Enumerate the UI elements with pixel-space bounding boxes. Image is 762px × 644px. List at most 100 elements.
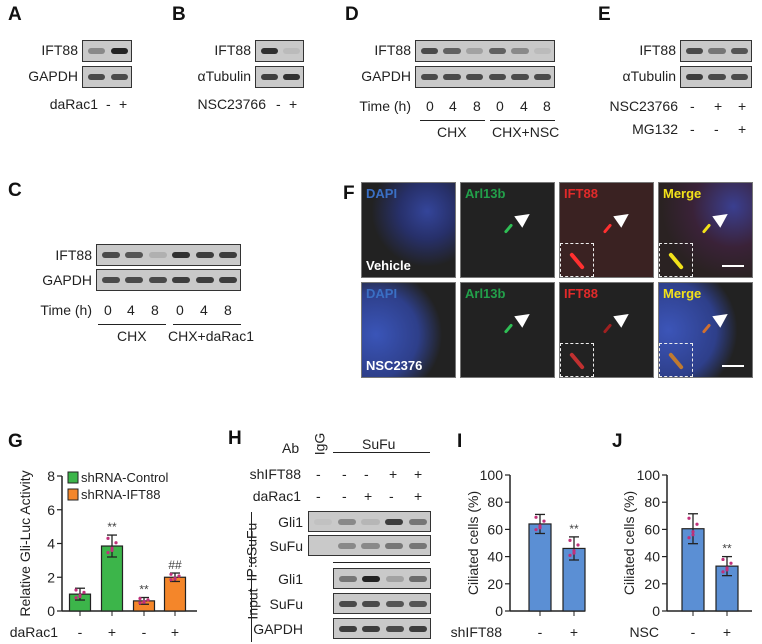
band — [466, 48, 484, 54]
band — [409, 542, 428, 549]
band — [87, 74, 106, 80]
sign: + — [389, 466, 398, 482]
band — [488, 74, 506, 80]
inset-cilium — [569, 252, 585, 270]
band — [337, 518, 356, 525]
data-point — [78, 593, 82, 597]
band — [283, 74, 301, 80]
x-tick-label: - — [78, 624, 83, 640]
row-label: Gli1 — [278, 514, 303, 530]
arrowhead-icon — [712, 308, 732, 328]
y-tick-label: 60 — [644, 521, 660, 537]
blot-input-sufu — [333, 593, 431, 614]
band — [87, 48, 106, 54]
treatment-label: daRac1 — [49, 96, 98, 112]
band — [466, 74, 484, 80]
bar — [132, 600, 156, 612]
panel-letter-D: D — [345, 4, 359, 25]
x-tick-label: - — [538, 624, 543, 640]
band — [385, 625, 404, 632]
data-point — [572, 549, 576, 553]
scale-bar — [722, 265, 744, 267]
bar — [163, 576, 187, 612]
inset-cilium — [668, 352, 684, 370]
band — [362, 575, 381, 582]
blot-input-gli1 — [333, 568, 431, 589]
band — [172, 252, 191, 258]
x-tick-label: - — [142, 624, 147, 640]
data-point — [725, 568, 729, 572]
y-tick-label: 0 — [495, 603, 503, 619]
data-point — [687, 516, 691, 520]
band — [338, 600, 357, 607]
data-point — [534, 528, 538, 532]
x-tick-label: - — [691, 624, 696, 640]
underline — [98, 324, 166, 326]
channel-label: IFT88 — [564, 286, 598, 301]
y-tick-label: 60 — [487, 521, 503, 537]
y-tick-label: 0 — [47, 603, 55, 619]
sign: + — [738, 121, 747, 137]
sign: 8 — [543, 98, 551, 114]
significance-mark: ** — [139, 583, 149, 597]
row-label: GAPDH — [28, 68, 78, 84]
x-tick-label: + — [570, 624, 578, 640]
significance-mark: ## — [168, 558, 182, 572]
sign: + — [414, 488, 423, 504]
blot-ift88 — [96, 244, 241, 266]
cilium — [701, 323, 712, 334]
blot-gapdh — [415, 66, 555, 88]
band — [409, 575, 428, 582]
data-point — [695, 522, 699, 526]
data-point — [177, 574, 181, 578]
y-axis-label: Relative Gli-Luc Activity — [17, 470, 33, 616]
data-point — [146, 598, 150, 602]
x-axis-label: daRac1 — [10, 624, 58, 640]
data-point — [691, 533, 695, 537]
band — [708, 48, 726, 54]
cilium — [503, 323, 514, 334]
sign: 0 — [176, 302, 184, 318]
blot-ift88 — [255, 40, 304, 62]
sign: - — [364, 466, 369, 482]
sign: - — [316, 488, 321, 504]
sign: 4 — [127, 302, 135, 318]
bracket — [251, 512, 253, 567]
band — [338, 575, 357, 582]
band — [409, 625, 428, 632]
panel-letter-F: F — [343, 183, 355, 204]
underline — [490, 120, 555, 122]
data-point — [721, 557, 725, 562]
bracket — [251, 570, 253, 642]
sign: + — [364, 488, 373, 504]
arrowhead-icon — [712, 208, 732, 228]
data-point — [538, 524, 542, 528]
x-axis-label: shIFT88 — [451, 624, 503, 640]
band — [195, 252, 214, 258]
group-label: CHX — [117, 328, 147, 344]
y-tick-label: 80 — [644, 494, 660, 510]
channel-label: Arl13b — [465, 186, 506, 201]
treatment-label: daRac1 — [252, 488, 301, 504]
legend-label: shRNA-IFT88 — [81, 487, 160, 502]
row-label: αTubulin — [197, 68, 252, 84]
panel-letter-I: I — [457, 431, 462, 452]
micrograph-dapi: DAPI Vehicle — [361, 182, 456, 278]
input-label: Input — [244, 588, 261, 620]
sign: - — [342, 466, 347, 482]
data-point — [138, 596, 142, 601]
data-point — [729, 561, 733, 565]
inset-zoom — [659, 243, 693, 277]
legend-label: shRNA-Control — [81, 470, 169, 485]
band — [148, 277, 167, 283]
significance-mark: ** — [107, 520, 117, 534]
data-point — [142, 599, 146, 604]
data-point — [74, 596, 78, 600]
inset-zoom — [659, 343, 693, 377]
band — [101, 277, 120, 283]
band — [511, 74, 529, 80]
legend-swatch — [67, 488, 79, 501]
band — [172, 277, 191, 283]
y-tick-label: 6 — [47, 502, 55, 518]
band — [219, 277, 238, 283]
